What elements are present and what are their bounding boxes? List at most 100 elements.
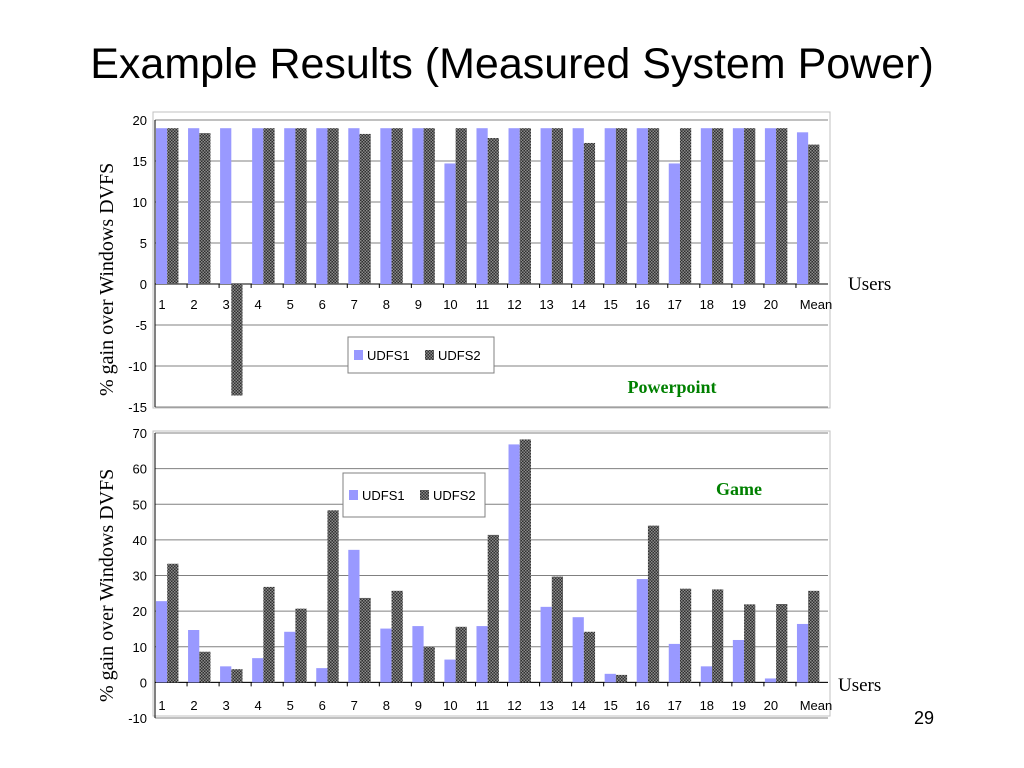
bar-udfs2 — [519, 128, 531, 284]
legend-swatch-udfs2 — [425, 350, 434, 360]
y-axis-label-top: % gain over Windows DVFS — [96, 162, 118, 396]
x-tick-label: 14 — [571, 297, 585, 312]
bar-udfs1 — [636, 579, 648, 683]
x-tick-label: 3 — [222, 297, 229, 312]
x-tick-label: Mean — [800, 698, 833, 713]
bar-udfs1 — [508, 444, 520, 683]
bar-udfs2 — [455, 626, 467, 683]
bar-udfs2 — [647, 128, 660, 284]
y-tick-label: 0 — [140, 675, 147, 690]
bar-udfs2 — [391, 128, 403, 284]
bar-udfs2 — [455, 128, 467, 284]
bar-udfs2 — [327, 128, 339, 284]
bar-udfs2 — [423, 128, 435, 284]
bar-udfs1 — [316, 668, 328, 683]
bar-udfs1 — [444, 163, 456, 284]
bar-udfs1 — [700, 128, 713, 284]
bar-udfs2 — [423, 647, 435, 683]
x-tick-label: 4 — [255, 297, 262, 312]
bar-udfs1 — [220, 128, 232, 284]
bar-udfs1 — [700, 666, 713, 683]
legend-swatch-udfs1 — [349, 490, 358, 500]
x-tick-label: 11 — [476, 698, 490, 713]
slide-title: Example Results (Measured System Power) — [90, 40, 934, 88]
bar-udfs2 — [359, 597, 371, 683]
x-axis-label-bottom: Users — [838, 675, 882, 696]
bar-udfs2 — [615, 674, 628, 683]
x-tick-label: 10 — [443, 698, 457, 713]
y-tick-label: 0 — [140, 277, 147, 292]
y-tick-label: -15 — [128, 400, 147, 415]
x-tick-label: 18 — [700, 698, 714, 713]
bar-udfs1 — [188, 128, 200, 284]
x-tick-label: 20 — [764, 698, 778, 713]
bar-udfs2 — [776, 128, 788, 284]
x-tick-label: 9 — [415, 297, 422, 312]
bar-udfs2 — [615, 128, 628, 284]
bar-udfs1 — [636, 128, 648, 284]
bar-udfs1 — [380, 628, 392, 683]
bar-udfs1 — [412, 626, 424, 683]
y-axis-label-bottom: % gain over Windows DVFS — [96, 468, 118, 702]
bar-udfs1 — [348, 549, 360, 683]
x-tick-label: 5 — [287, 698, 294, 713]
bar-udfs1 — [348, 128, 360, 284]
x-tick-label: 1 — [158, 698, 165, 713]
y-tick-label: 70 — [133, 426, 147, 441]
legend-swatch-udfs1 — [354, 350, 363, 360]
x-tick-label: 17 — [668, 698, 682, 713]
x-tick-label: 7 — [351, 297, 358, 312]
bar-udfs1 — [508, 128, 520, 284]
x-tick-label: 12 — [507, 297, 521, 312]
y-tick-label: 20 — [133, 113, 147, 128]
x-tick-label: 14 — [571, 698, 585, 713]
x-tick-label: 16 — [635, 698, 649, 713]
bar-udfs2 — [647, 525, 660, 683]
y-tick-label: -10 — [128, 359, 147, 374]
x-tick-label: 7 — [351, 698, 358, 713]
bar-udfs1 — [732, 128, 745, 284]
x-tick-label: 6 — [319, 698, 326, 713]
bar-udfs1 — [316, 128, 328, 284]
bar-udfs2 — [808, 144, 820, 284]
bar-udfs1 — [284, 128, 296, 284]
bar-udfs2 — [263, 586, 275, 683]
x-tick-label: 5 — [287, 297, 294, 312]
bar-udfs2 — [776, 604, 788, 683]
bar-udfs1 — [156, 601, 168, 683]
y-tick-label: 40 — [133, 533, 147, 548]
legend — [347, 336, 495, 374]
bar-udfs1 — [540, 606, 552, 683]
bar-udfs2 — [199, 651, 211, 683]
y-tick-label: 60 — [133, 462, 147, 477]
bar-udfs1 — [252, 658, 264, 683]
y-tick-label: 5 — [140, 236, 147, 251]
bar-udfs1 — [380, 128, 392, 284]
bar-udfs2 — [167, 563, 179, 683]
x-tick-label: Mean — [800, 297, 833, 312]
x-tick-label: 9 — [415, 698, 422, 713]
bar-udfs1 — [284, 631, 296, 683]
x-tick-label: 12 — [507, 698, 521, 713]
bar-udfs2 — [679, 128, 692, 284]
bar-udfs2 — [551, 128, 564, 284]
x-tick-label: 19 — [732, 297, 746, 312]
page-number: 29 — [914, 708, 935, 728]
bar-udfs2 — [199, 133, 211, 284]
legend-swatch-udfs2 — [420, 490, 429, 500]
bar-udfs1 — [668, 643, 680, 683]
bar-udfs1 — [540, 128, 552, 284]
bar-udfs2 — [231, 284, 243, 396]
bar-udfs2 — [263, 128, 275, 284]
bar-udfs1 — [444, 659, 456, 683]
bar-udfs1 — [188, 630, 200, 683]
bar-udfs2 — [679, 588, 692, 683]
legend-label-udfs2: UDFS2 — [438, 348, 481, 363]
bar-udfs2 — [712, 128, 724, 284]
x-tick-label: 19 — [732, 698, 746, 713]
y-tick-label: 15 — [133, 154, 147, 169]
legend-label-udfs1: UDFS1 — [367, 348, 410, 363]
x-tick-label: 10 — [443, 297, 457, 312]
bar-udfs2 — [583, 631, 596, 683]
